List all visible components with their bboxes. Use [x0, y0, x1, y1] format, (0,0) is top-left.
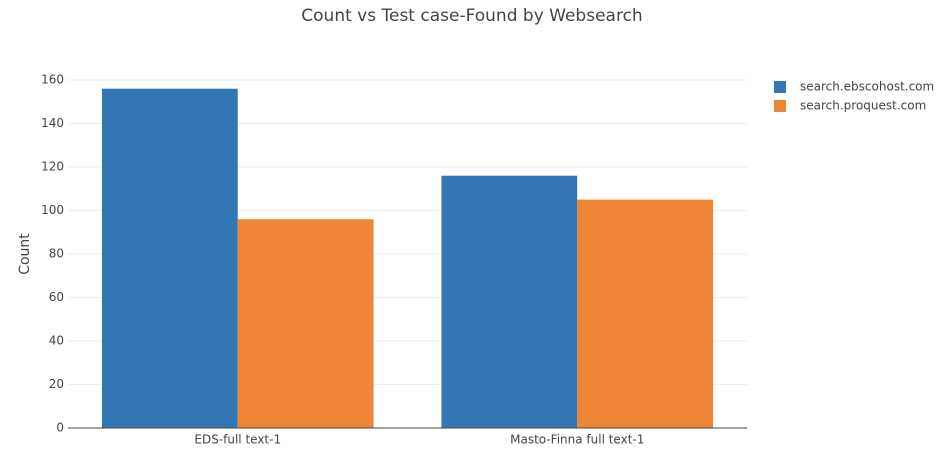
x-tick-label: Masto-Finna full text-1 — [510, 433, 644, 447]
y-tick-label: 80 — [49, 247, 64, 261]
legend-swatch — [774, 100, 786, 112]
x-tick-label: EDS-full text-1 — [194, 433, 281, 447]
bar — [237, 219, 374, 428]
legend-swatch — [774, 81, 786, 93]
y-tick-label: 0 — [56, 421, 64, 435]
y-tick-label: 40 — [49, 334, 64, 348]
bar — [441, 175, 578, 428]
chart-title: Count vs Test case-Found by Websearch — [301, 6, 642, 26]
legend-label: search.ebscohost.com — [800, 80, 934, 94]
legend-label: search.proquest.com — [800, 99, 926, 113]
y-tick-label: 160 — [41, 73, 64, 87]
y-axis-title: Count — [17, 233, 33, 275]
y-tick-label: 20 — [49, 377, 64, 391]
y-tick-label: 100 — [41, 203, 64, 217]
bar — [577, 199, 714, 428]
bar — [101, 88, 238, 428]
y-tick-label: 120 — [41, 160, 64, 174]
y-tick-label: 140 — [41, 116, 64, 130]
y-tick-label: 60 — [49, 290, 64, 304]
